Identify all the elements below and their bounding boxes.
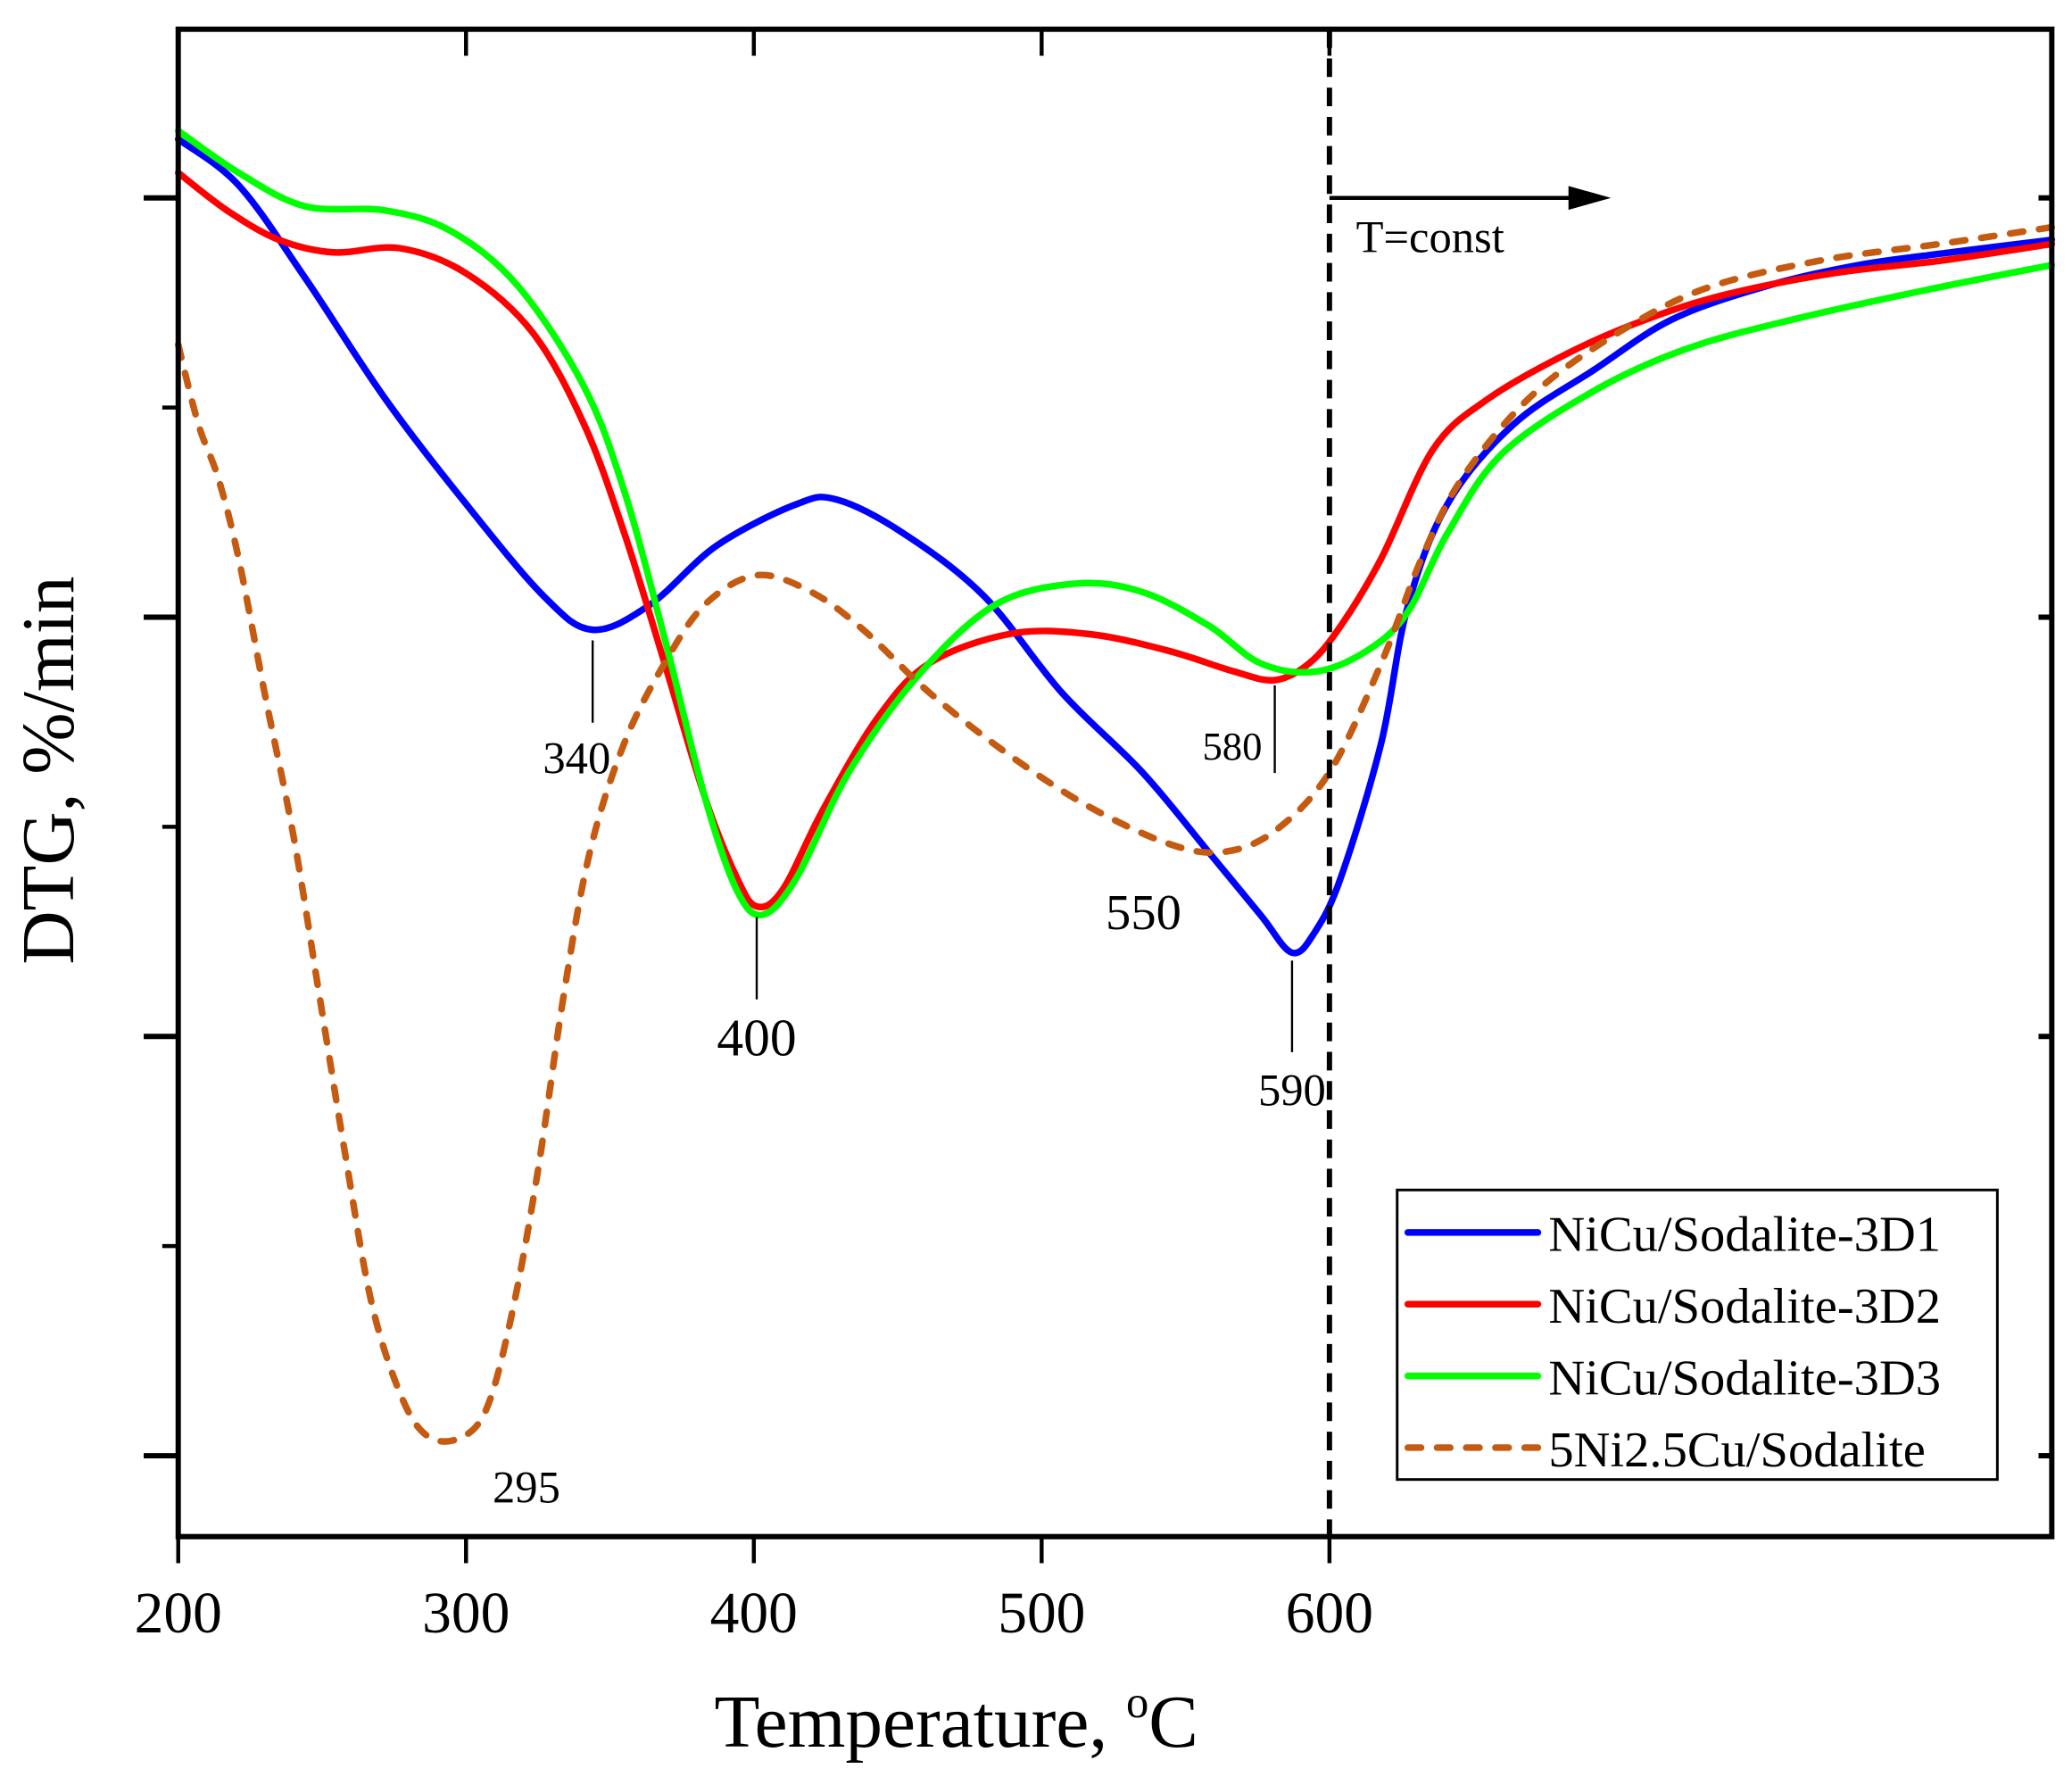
x-tick-label: 300 [422, 1582, 510, 1646]
degree-superscript: o [1126, 1677, 1148, 1727]
x-axis-title: Temperature, oC [715, 1677, 1198, 1764]
y-axis-title: DTG, %/min [8, 577, 90, 965]
series-line-4 [175, 223, 2056, 1445]
peak-annotation-580: 580 [1202, 724, 1262, 768]
series-line-1 [175, 136, 2056, 957]
legend-label-4: 5Ni2.5Cu/Sodalite [1548, 1423, 1925, 1478]
x-tick-label: 600 [1286, 1582, 1373, 1646]
plot-frame [175, 26, 2055, 1540]
x-tick-label: 400 [710, 1582, 798, 1646]
series-line-3 [175, 127, 2056, 919]
arrow-right-icon [1568, 186, 1612, 211]
legend-box [1396, 1188, 1999, 1482]
isothermal-label: T=const [1356, 212, 1504, 262]
peak-annotation-340: 340 [543, 733, 610, 783]
peak-annotation-295: 295 [493, 1463, 560, 1513]
series-layer [175, 127, 2056, 1445]
x-tick-label: 200 [135, 1582, 222, 1646]
legend-label-3: NiCu/Sodalite-3D3 [1548, 1350, 1941, 1406]
legend-label-2: NiCu/Sodalite-3D2 [1548, 1279, 1941, 1334]
tick-layer: 200 300 400 500 600 [135, 29, 2052, 1646]
legend: NiCu/Sodalite-3D1 NiCu/Sodalite-3D2 NiCu/S… [1396, 1188, 1999, 1482]
peak-annotation-400: 400 [717, 1008, 796, 1067]
legend-label-1: NiCu/Sodalite-3D1 [1548, 1208, 1941, 1263]
x-tick-label: 500 [998, 1582, 1085, 1646]
peak-annotation-590: 590 [1258, 1065, 1326, 1115]
peak-annotation-550: 550 [1106, 885, 1181, 941]
annotation-layer: 340 400 580 590 550 295 [493, 640, 1326, 1513]
